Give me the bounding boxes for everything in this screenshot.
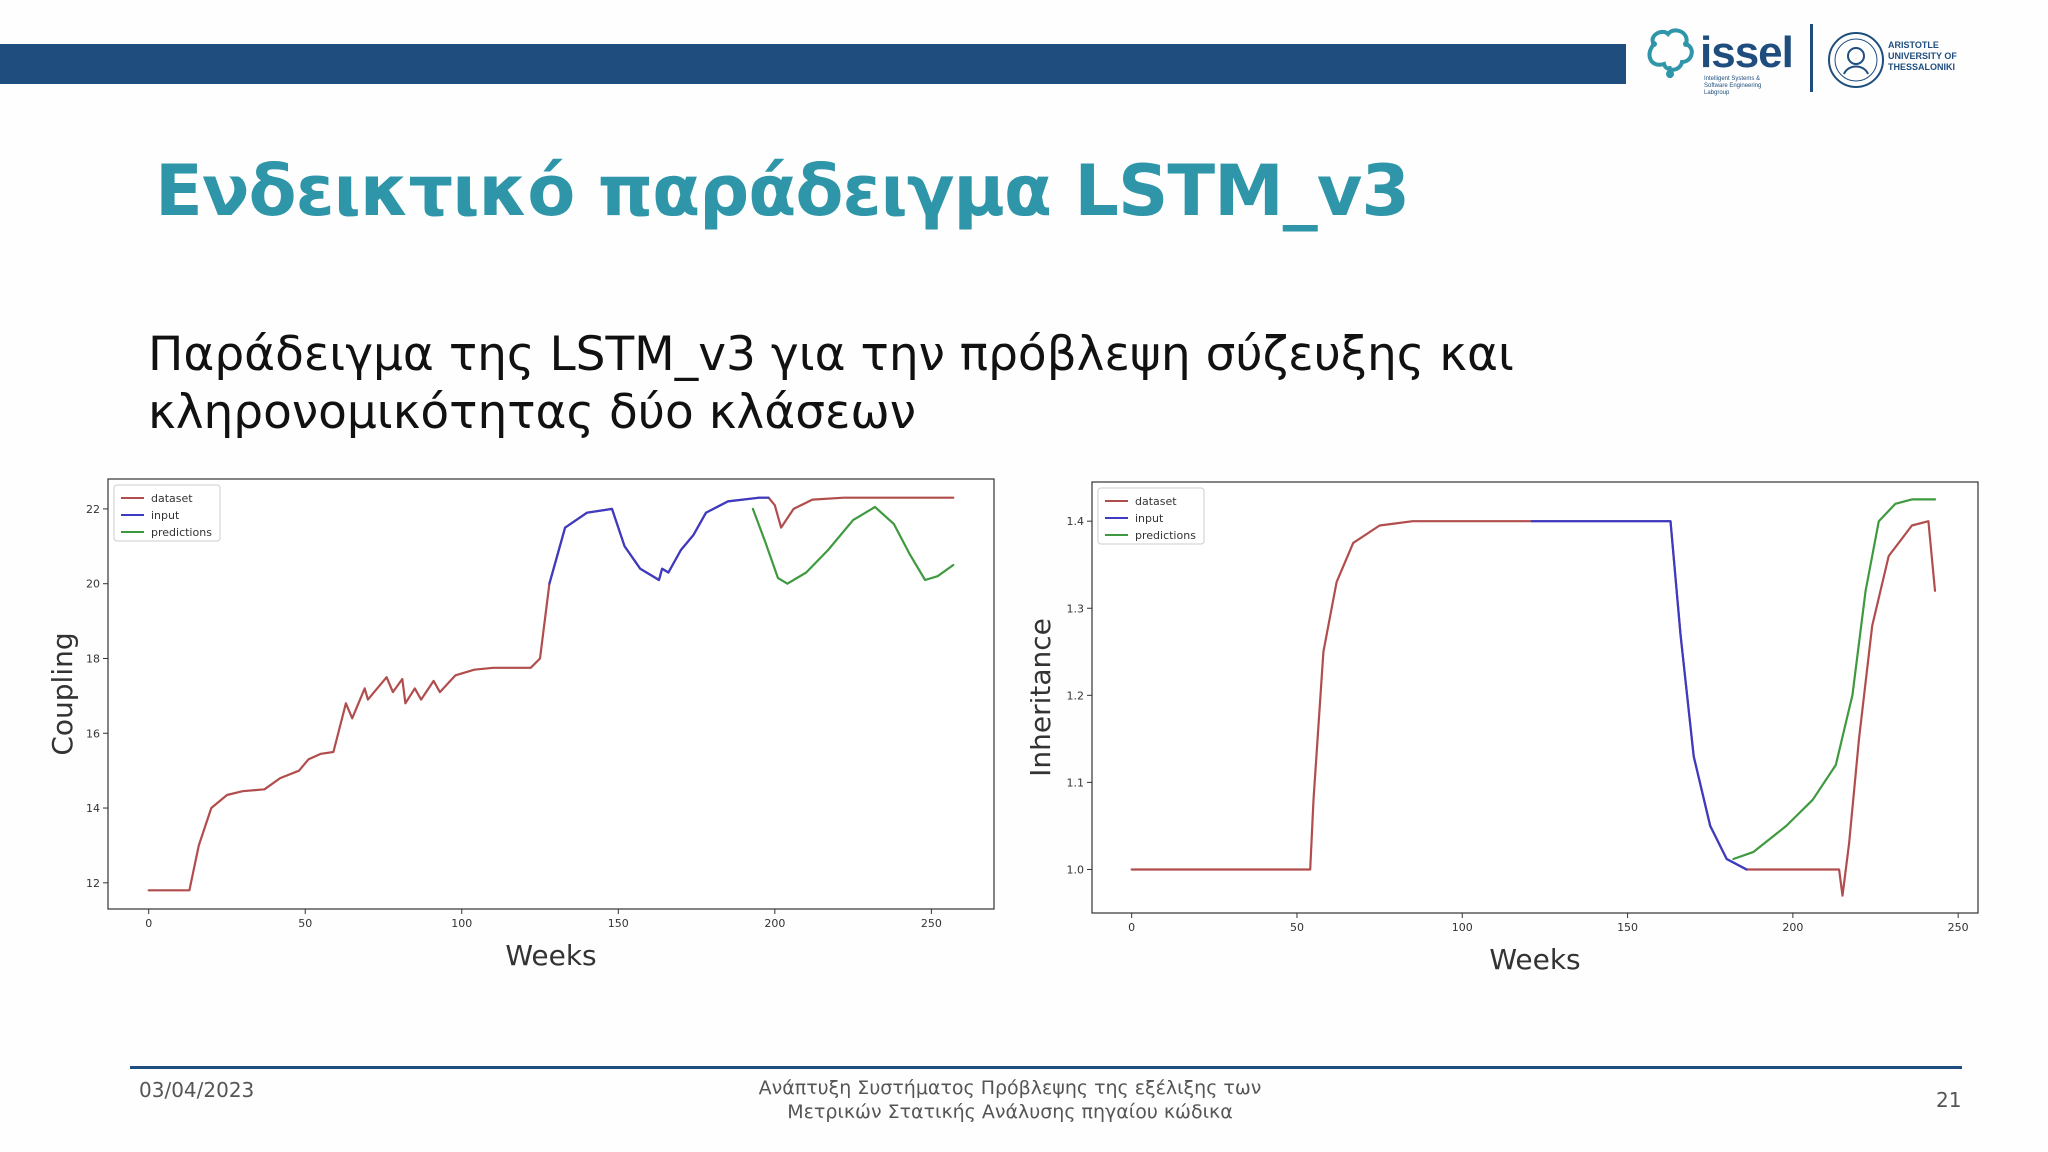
series-line-predictions — [1732, 498, 1937, 861]
y-tick-label: 1.4 — [1067, 515, 1085, 528]
university-name: ARISTOTLE UNIVERSITY OF THESSALONIKI — [1888, 40, 1957, 72]
y-tick-label: 14 — [86, 802, 100, 815]
slide-title: Ενδεικτικό παράδειγμα LSTM_v3 — [155, 150, 1410, 232]
x-tick-label: 250 — [921, 917, 942, 930]
plot-area — [107, 478, 995, 910]
x-tick-label: 0 — [1128, 921, 1135, 934]
x-tick-label: 100 — [451, 917, 472, 930]
slide-subtitle: Παράδειγμα της LSTM_v3 για την πρόβλεψη … — [148, 327, 1514, 440]
footer-title-line-2: Μετρικών Στατικής Ανάλυσης πηγαίου κώδικ… — [787, 1101, 1233, 1123]
y-tick-label: 1.3 — [1067, 602, 1085, 615]
x-tick-label: 200 — [764, 917, 785, 930]
logo-divider — [1810, 24, 1813, 92]
x-tick-label: 50 — [1290, 921, 1304, 934]
logo-area: issel Intelligent Systems & Software Eng… — [1640, 18, 1970, 98]
chart-svg: 0 50 100 150 200 250 12 14 16 18 20 22 Weeks Coupling… — [50, 478, 995, 970]
y-axis-label: Inheritance — [1030, 618, 1057, 777]
footer-title-line-1: Ανάπτυξη Συστήματος Πρόβλεψης της εξέλιξ… — [758, 1077, 1262, 1099]
y-tick-label: 18 — [86, 652, 100, 665]
legend-label-input: input — [151, 509, 180, 522]
series-line-input — [548, 496, 770, 585]
x-tick-label: 0 — [145, 917, 152, 930]
y-axis-label: Coupling — [50, 632, 79, 755]
y-tick-label: 16 — [86, 727, 100, 740]
issel-logo-subtitle: Intelligent Systems & Software Engineeri… — [1704, 76, 1762, 96]
x-tick-label: 150 — [608, 917, 629, 930]
footer-divider — [130, 1066, 1962, 1069]
issel-logo-text: issel — [1700, 28, 1794, 77]
legend-label-dataset: dataset — [151, 492, 193, 505]
y-tick-label: 12 — [86, 877, 100, 890]
x-tick-label: 250 — [1948, 921, 1969, 934]
y-tick-label: 1.2 — [1067, 689, 1085, 702]
x-tick-label: 150 — [1617, 921, 1638, 934]
x-axis-label: Weeks — [505, 939, 596, 970]
header-bar — [0, 44, 1626, 84]
x-tick-label: 100 — [1452, 921, 1473, 934]
footer-title: Ανάπτυξη Συστήματος Πρόβλεψης της εξέλιξ… — [680, 1076, 1340, 1124]
x-axis-label: Weeks — [1489, 943, 1580, 975]
issel-logo-icon — [1647, 28, 1694, 78]
page-number: 21 — [1936, 1088, 1962, 1112]
y-tick-label: 22 — [86, 503, 100, 516]
legend-label-predictions: predictions — [1135, 529, 1196, 542]
series-line-predictions — [751, 505, 955, 585]
y-tick-label: 20 — [86, 578, 100, 591]
legend-label-dataset: dataset — [1135, 495, 1177, 508]
university-seal-icon — [1828, 32, 1884, 88]
plot-area — [1091, 481, 1979, 914]
legend-label-predictions: predictions — [151, 526, 212, 539]
footer-date: 03/04/2023 — [139, 1078, 255, 1102]
chart-svg: 0 50 100 150 200 250 1.0 1.1 1.2 1.3 1.4 Weeks Inher… — [1030, 481, 1979, 975]
inheritance-chart: 0 50 100 150 200 250 1.0 1.1 1.2 1.3 1.4 Weeks Inher… — [1030, 475, 1990, 975]
legend-label-input: input — [1135, 512, 1164, 525]
coupling-chart: 0 50 100 150 200 250 12 14 16 18 20 22 Weeks Coupling… — [50, 470, 1010, 970]
y-tick-label: 1.1 — [1067, 776, 1085, 789]
series-line-input — [1530, 520, 1748, 871]
y-tick-label: 1.0 — [1067, 863, 1085, 876]
x-tick-label: 200 — [1782, 921, 1803, 934]
x-tick-label: 50 — [298, 917, 312, 930]
